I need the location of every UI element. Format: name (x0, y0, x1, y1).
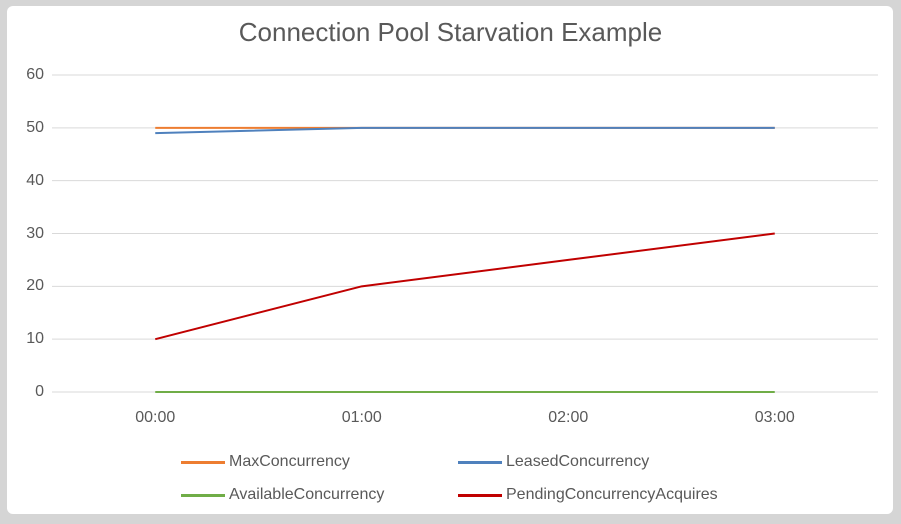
legend-item-PendingConcurrencyAcquires: PendingConcurrencyAcquires (458, 486, 718, 504)
x-tick-label: 00:00 (135, 409, 176, 426)
x-tick-label: 01:00 (341, 409, 382, 426)
y-tick-label: 30 (26, 224, 44, 242)
legend-label: PendingConcurrencyAcquires (506, 486, 718, 503)
y-tick-label: 20 (26, 277, 44, 295)
legend-label: MaxConcurrency (229, 453, 350, 470)
legend-line-swatch (181, 460, 225, 464)
y-tick-label: 60 (26, 66, 44, 83)
y-tick-label: 10 (26, 330, 44, 348)
y-tick-label: 0 (35, 383, 44, 400)
chart-panel (7, 6, 893, 514)
legend-line-swatch (458, 460, 502, 464)
legend-item-MaxConcurrency: MaxConcurrency (181, 453, 350, 471)
y-tick-label: 40 (26, 171, 44, 189)
x-tick-label: 03:00 (754, 409, 795, 426)
legend-item-LeasedConcurrency: LeasedConcurrency (458, 453, 649, 471)
chart-title: Connection Pool Starvation Example (238, 17, 663, 47)
x-tick-label: 02:00 (548, 409, 589, 426)
legend-label: AvailableConcurrency (229, 486, 385, 503)
legend-line-swatch (181, 493, 225, 497)
legend-label: LeasedConcurrency (506, 453, 650, 470)
legend-line-swatch (458, 493, 502, 497)
y-tick-label: 50 (26, 118, 44, 136)
legend-item-AvailableConcurrency: AvailableConcurrency (181, 486, 384, 504)
